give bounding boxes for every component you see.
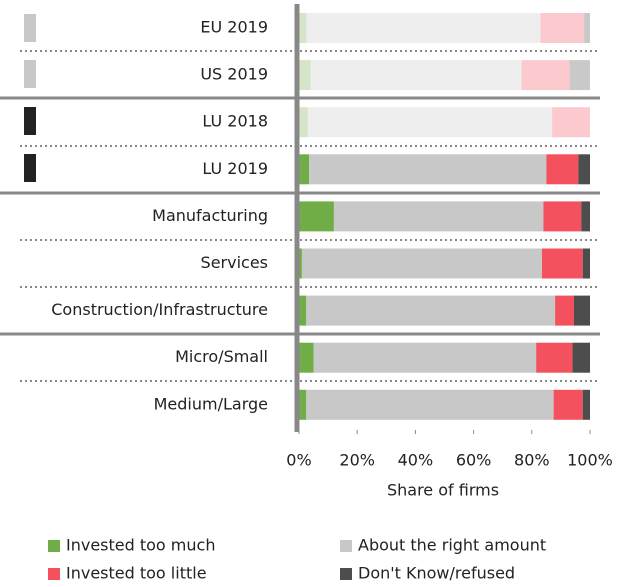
bar-segment (572, 342, 590, 373)
bar-segment (582, 248, 590, 279)
legend-swatch (48, 568, 60, 580)
bar-segment (299, 107, 308, 138)
bar-segment (299, 13, 307, 43)
bar-segment (307, 107, 553, 138)
x-tick-label: 0% (286, 451, 311, 470)
y-tick-label: EU 2019 (200, 18, 268, 37)
bar-segment (299, 295, 307, 326)
legend-swatch (340, 540, 352, 552)
bar-segment (299, 60, 311, 91)
row-marker (24, 107, 36, 135)
bar-segment (578, 154, 590, 185)
bar-segment (301, 248, 542, 279)
bar-segment (521, 60, 570, 91)
x-tick-label: 40% (398, 451, 434, 470)
bar-segment (310, 60, 522, 91)
bar-segment (309, 154, 547, 185)
x-tick-label: 60% (456, 451, 492, 470)
bar-segment (306, 295, 556, 326)
y-tick-label: LU 2018 (202, 112, 268, 131)
legend-label: Invested too much (66, 536, 215, 555)
y-tick-label: Manufacturing (152, 206, 268, 225)
y-tick-label: US 2019 (200, 65, 268, 84)
bar-segment (536, 342, 573, 373)
bar-segment (299, 342, 314, 373)
y-tick-label: Micro/Small (175, 347, 268, 366)
bar-segment (299, 201, 334, 232)
legend-label: Don't Know/refused (358, 564, 515, 583)
bar-segment (553, 389, 583, 420)
x-tick-label: 80% (514, 451, 550, 470)
bar-segment (306, 13, 541, 43)
bar-segment (306, 389, 554, 420)
y-tick-label: Medium/Large (154, 394, 268, 413)
bar-segment (573, 295, 590, 326)
x-tick-label: 20% (339, 451, 375, 470)
bar-segment (299, 389, 307, 420)
legend-label: About the right amount (358, 536, 546, 555)
bar-segment (569, 60, 590, 91)
bar-segment (582, 389, 590, 420)
x-axis-label: Share of firms (387, 481, 499, 500)
row-marker (24, 154, 36, 182)
bar-segment (546, 154, 579, 185)
y-tick-label: LU 2019 (202, 159, 268, 178)
row-marker (24, 60, 36, 88)
bar-segment (552, 107, 590, 138)
bar-segment (543, 201, 582, 232)
x-tick-label: 100% (567, 451, 613, 470)
bar-segment (313, 342, 537, 373)
group-separators (0, 96, 600, 336)
bar-segment (541, 248, 583, 279)
legend-swatch (340, 568, 352, 580)
bar-segment (299, 248, 302, 279)
bar-segment (581, 201, 590, 232)
legend-swatch (48, 540, 60, 552)
bar-segment (584, 13, 590, 43)
bar-segment (299, 154, 310, 185)
row-separators (20, 50, 600, 382)
legend-label: Invested too little (66, 564, 207, 583)
bar-segment (540, 13, 585, 43)
bar-segment (555, 295, 574, 326)
y-tick-label: Construction/Infrastructure (51, 300, 268, 319)
y-tick-label: Services (201, 253, 268, 272)
row-marker (24, 14, 36, 42)
bar-segment (333, 201, 544, 232)
